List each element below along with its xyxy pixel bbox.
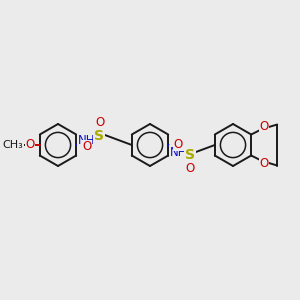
- Text: NH: NH: [169, 146, 187, 158]
- Text: O: O: [260, 120, 269, 133]
- Text: S: S: [185, 148, 195, 162]
- Text: O: O: [82, 140, 92, 154]
- Text: O: O: [260, 157, 269, 170]
- Text: O: O: [174, 137, 183, 151]
- Text: O: O: [25, 138, 34, 151]
- Text: O: O: [186, 161, 195, 175]
- Text: S: S: [94, 129, 104, 143]
- Text: NH: NH: [77, 134, 95, 146]
- Text: O: O: [96, 116, 105, 130]
- Text: CH₃: CH₃: [2, 140, 23, 150]
